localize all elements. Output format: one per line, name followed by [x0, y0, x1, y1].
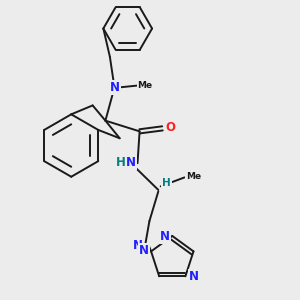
Text: Me: Me — [186, 172, 201, 181]
Text: N: N — [139, 244, 149, 257]
Text: H: H — [162, 178, 171, 188]
Text: N: N — [110, 81, 120, 94]
Text: N: N — [189, 270, 199, 284]
Text: N: N — [133, 239, 142, 252]
Text: Me: Me — [137, 81, 152, 90]
Text: H: H — [116, 156, 126, 169]
Text: N: N — [160, 230, 170, 243]
Text: O: O — [165, 121, 175, 134]
Text: N: N — [126, 156, 136, 169]
